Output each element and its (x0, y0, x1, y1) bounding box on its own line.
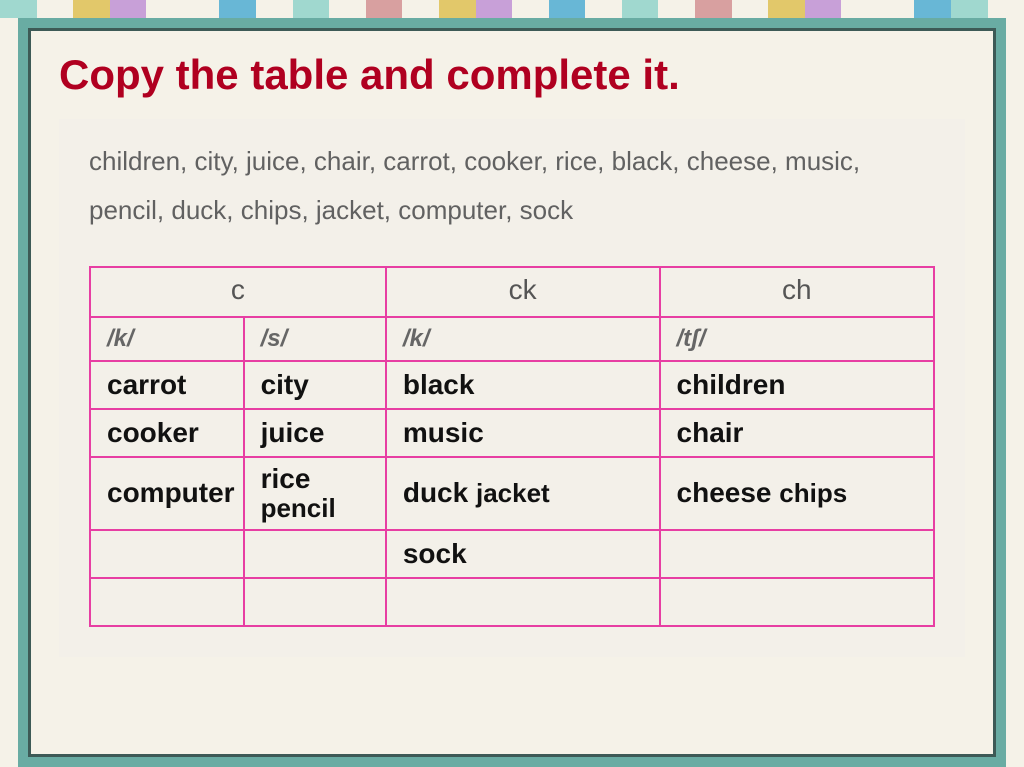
cell-empty (386, 578, 660, 626)
sound-s: /s/ (244, 317, 386, 361)
sound-tf: /tʃ/ (660, 317, 934, 361)
cell-ch-3: chips (779, 478, 847, 508)
sound-k2: /k/ (386, 317, 660, 361)
cell-empty (244, 578, 386, 626)
table-row: sock (90, 530, 934, 578)
cell-ch-2: cheese chips (660, 457, 934, 530)
cell-ch-2a: cheese (677, 477, 772, 508)
cell-ck-2a: duck (403, 477, 468, 508)
table-row (90, 578, 934, 626)
header-c: c (90, 267, 386, 317)
cell-ch-0: children (660, 361, 934, 409)
table-row: cooker juice music chair (90, 409, 934, 457)
page-title: Copy the table and complete it. (59, 51, 965, 99)
cell-c-k-1: cooker (90, 409, 244, 457)
sound-row: /k/ /s/ /k/ /tʃ/ (90, 317, 934, 361)
cell-ch-4 (660, 530, 934, 578)
cell-ck-0: black (386, 361, 660, 409)
table-row: computer rice pencil duck jacket (90, 457, 934, 530)
header-ck: ck (386, 267, 660, 317)
inner-frame: Copy the table and complete it. children… (28, 28, 996, 757)
cell-c-s-2: rice pencil (244, 457, 386, 530)
cell-c-s-3: pencil (261, 493, 336, 523)
cell-c-k-4 (90, 578, 244, 626)
word-list: children, city, juice, chair, carrot, co… (89, 137, 935, 236)
cell-c-k-0: carrot (90, 361, 244, 409)
outer-frame: Copy the table and complete it. children… (18, 18, 1006, 767)
cell-ch-1: chair (660, 409, 934, 457)
cell-c-k-2: computer (90, 457, 244, 530)
cell-ck-4: sock (386, 530, 660, 578)
worksheet-paper: children, city, juice, chair, carrot, co… (59, 119, 965, 657)
cell-ck-2: duck jacket (386, 457, 660, 530)
cell-ck-3: jacket (476, 478, 550, 508)
cell-c-s-2a: rice (261, 463, 311, 494)
cell-empty (660, 578, 934, 626)
header-ch: ch (660, 267, 934, 317)
decorative-stripes (0, 0, 1024, 18)
cell-c-k-3 (90, 530, 244, 578)
cell-c-s-1: juice (244, 409, 386, 457)
sound-k1: /k/ (90, 317, 244, 361)
phonics-table: c ck ch /k/ /s/ /k/ /tʃ/ carrot city (89, 266, 935, 627)
header-row: c ck ch (90, 267, 934, 317)
cell-c-s-0: city (244, 361, 386, 409)
cell-ck-1: music (386, 409, 660, 457)
cell-c-s-4 (244, 530, 386, 578)
table-row: carrot city black children (90, 361, 934, 409)
